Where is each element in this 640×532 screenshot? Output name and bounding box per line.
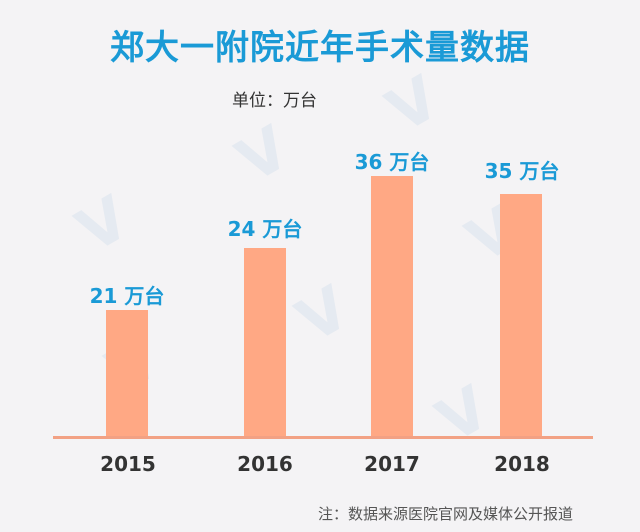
value-label-2018: 35 万台	[484, 159, 560, 183]
x-tick-2018: 2018	[494, 452, 550, 476]
x-axis-line	[53, 436, 593, 439]
x-tick-2015: 2015	[100, 452, 156, 476]
value-label-2017: 36 万台	[354, 150, 430, 174]
watermark-logo: V	[285, 273, 361, 357]
bar-2015	[106, 310, 148, 437]
watermark-logo: V	[375, 63, 451, 147]
bar-2018	[500, 194, 542, 437]
value-label-2016: 24 万台	[227, 217, 303, 241]
source-note: 注：数据来源医院官网及媒体公开报道	[318, 505, 574, 523]
x-tick-2016: 2016	[237, 452, 293, 476]
bar-2017	[371, 176, 413, 437]
value-label-2015: 21 万台	[89, 284, 165, 308]
bar-2016	[244, 248, 286, 437]
unit-label: 单位：万台	[232, 91, 317, 111]
watermark-logo: V	[425, 373, 501, 457]
watermark-logo: V	[65, 183, 141, 267]
chart-title: 郑大一附院近年手术量数据	[110, 28, 530, 68]
watermark-logo: V	[225, 113, 301, 197]
x-tick-2017: 2017	[364, 452, 420, 476]
